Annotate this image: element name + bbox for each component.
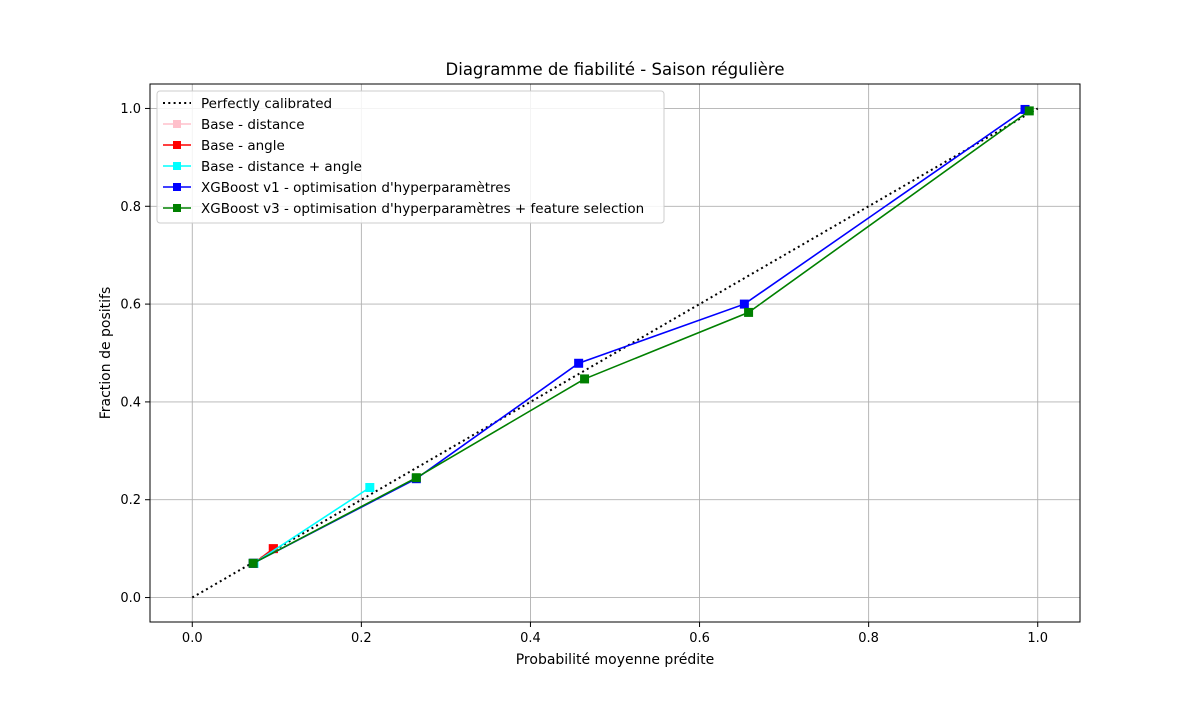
y-tick-label: 0.4 bbox=[120, 395, 141, 410]
ticks: 0.0 0.2 0.4 0.6 0.8 1.0 0.0 0.2 0.4 0.6 0.8 1.0 bbox=[120, 102, 1048, 646]
legend-marker bbox=[173, 183, 181, 191]
legend-marker bbox=[173, 120, 181, 128]
legend-marker bbox=[173, 141, 181, 149]
data-point bbox=[1024, 106, 1034, 116]
legend-marker bbox=[173, 204, 181, 212]
y-tick-label: 0.0 bbox=[120, 591, 141, 606]
legend-entry: XGBoost v3 - optimisation d'hyperparamèt… bbox=[201, 201, 644, 217]
x-tick-label: 0.6 bbox=[689, 631, 710, 646]
data-point bbox=[580, 374, 590, 384]
data-point bbox=[744, 307, 754, 317]
series-5 bbox=[248, 106, 1034, 568]
legend-entry: XGBoost v1 - optimisation d'hyperparamèt… bbox=[201, 180, 511, 196]
data-point bbox=[365, 483, 375, 492]
y-tick-label: 0.8 bbox=[120, 200, 141, 215]
legend-entry: Base - distance bbox=[201, 117, 305, 133]
legend-entry: Base - distance + angle bbox=[201, 159, 362, 175]
y-tick-label: 1.0 bbox=[120, 102, 141, 117]
legend: Perfectly calibrated Base - distance Base … bbox=[156, 90, 665, 224]
x-tick-label: 0.0 bbox=[182, 631, 203, 646]
legend-box bbox=[156, 90, 665, 224]
series-line bbox=[253, 486, 371, 564]
data-point bbox=[411, 473, 421, 483]
series-line bbox=[191, 107, 1039, 599]
x-tick-label: 1.0 bbox=[1027, 631, 1048, 646]
y-tick-label: 0.2 bbox=[120, 493, 141, 508]
data-point bbox=[248, 558, 258, 568]
x-tick-label: 0.8 bbox=[858, 631, 879, 646]
data-point bbox=[574, 358, 584, 368]
legend-entry: Perfectly calibrated bbox=[201, 96, 332, 112]
plot-frame bbox=[149, 83, 1081, 623]
x-tick-label: 0.4 bbox=[520, 631, 541, 646]
y-axis-label: Fraction de positifs bbox=[98, 287, 114, 420]
data-point bbox=[739, 299, 749, 309]
series-layer bbox=[191, 104, 1039, 599]
x-tick-label: 0.2 bbox=[351, 631, 372, 646]
legend-marker bbox=[173, 162, 181, 170]
chart-title: Diagramme de fiabilité - Saison régulièr… bbox=[446, 60, 785, 79]
series-0 bbox=[191, 107, 1039, 599]
y-tick-label: 0.6 bbox=[120, 298, 141, 313]
x-axis-label: Probabilité moyenne prédite bbox=[516, 652, 715, 668]
legend-entry: Base - angle bbox=[201, 138, 285, 154]
